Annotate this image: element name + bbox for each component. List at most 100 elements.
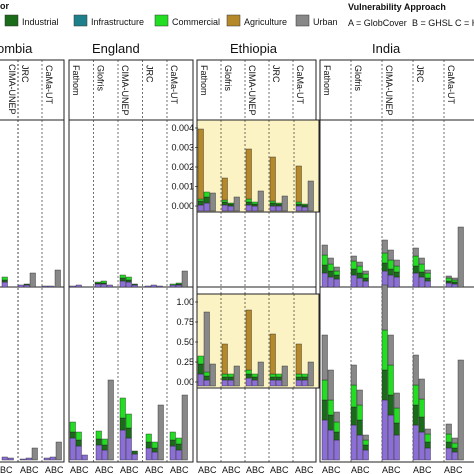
bar-segment (321, 254, 328, 266)
bar-segment (81, 454, 88, 461)
legend-swatch-infrastructure (73, 14, 88, 27)
legend-swatch-commercial (154, 14, 169, 27)
bar-segment (412, 404, 419, 426)
bar-segment (100, 280, 107, 284)
legend-label-agriculture: Agriculture (244, 17, 287, 27)
model-label: CaMa-UT (44, 65, 54, 105)
inset-bar-segment (251, 203, 258, 207)
inset-bar-segment (227, 202, 234, 205)
abc-label: ABC (70, 465, 89, 474)
bar-segment (54, 269, 61, 288)
bar-segment (1, 279, 8, 283)
bar-segment (350, 255, 357, 262)
inset-bar-segment (275, 203, 282, 207)
bar-segment (321, 399, 328, 421)
bar-segment (321, 272, 328, 288)
inset-bar-segment (275, 373, 282, 378)
bar-segment (387, 414, 394, 461)
bar-segment (356, 404, 363, 421)
inset-bar-segment (203, 202, 210, 212)
bar-segment (418, 416, 425, 433)
bar-segment (29, 272, 36, 288)
inset-bar-segment (251, 201, 258, 205)
bar-segment (381, 239, 388, 254)
bar-segment (125, 276, 132, 281)
inset-bar-segment (245, 309, 252, 371)
inset-bar-segment (245, 148, 252, 200)
bar-segment (333, 274, 340, 280)
inset-tick-label: 0.25 (176, 357, 194, 367)
abc-label: ABC (145, 465, 164, 474)
bar-segment (131, 283, 138, 286)
abc-label: ABC (322, 465, 341, 474)
bar-segment (100, 283, 107, 288)
inset-bar-segment (295, 343, 302, 375)
panel-frame (319, 59, 474, 463)
model-label: CIMA-UNEP (247, 65, 257, 116)
abc-label: ABC (95, 465, 114, 474)
inset-bar-segment (275, 379, 282, 387)
inset-bar-segment (295, 165, 302, 203)
bar-segment (23, 284, 30, 288)
bar-segment (321, 334, 328, 381)
panel-frame (196, 59, 317, 463)
bar-segment (156, 285, 163, 288)
bar-segment (1, 276, 8, 281)
bar-segment (424, 277, 431, 282)
bar-segment (362, 280, 369, 288)
inset-bar-segment (233, 196, 240, 212)
bar-segment (75, 439, 82, 447)
bar-segment (169, 431, 176, 441)
bar-segment (31, 447, 38, 461)
bar-segment (321, 379, 328, 401)
bar-segment (1, 456, 8, 461)
country-header-england: England (92, 41, 140, 56)
vulnerability-item-c: C = HY (455, 18, 474, 28)
inset-bar-segment (307, 361, 314, 387)
bar-segment (362, 439, 369, 446)
bar-segment (175, 282, 182, 285)
bar-segment (362, 449, 369, 461)
inset-bar-segment (203, 196, 210, 204)
inset-bar-segment (281, 195, 288, 212)
bar-segment (151, 447, 158, 453)
panel-frame (68, 59, 194, 463)
abc-label: ABC (198, 465, 217, 474)
inset-bar-segment (197, 200, 204, 206)
inset-tick-label: 1.00 (176, 297, 194, 307)
bar-segment (412, 272, 419, 288)
bar-segment (327, 270, 334, 278)
bar-segment (125, 437, 132, 461)
bar-segment (7, 457, 14, 461)
bar-segment (418, 378, 425, 400)
bar-segment (327, 263, 334, 272)
abc-label: ABC (246, 465, 265, 474)
bar-segment (356, 272, 363, 279)
inset-bar-segment (245, 369, 252, 375)
bar-segment (125, 413, 132, 429)
inset-bar-segment (221, 199, 228, 203)
vulnerability-item-a: A = GlobCover (348, 18, 407, 28)
bar-segment (381, 399, 388, 461)
bar-segment (75, 445, 82, 461)
inset-bar-segment (245, 377, 252, 387)
bar-segment (175, 443, 182, 451)
bar-segment (362, 270, 369, 275)
country-header-ethiopia: Ethiopia (230, 41, 278, 56)
inset-bar-segment (275, 376, 282, 381)
inset-bar-segment (281, 365, 288, 387)
inset-bar-segment (221, 204, 228, 212)
inset-bar-segment (301, 203, 308, 206)
model-label-partial: CIMA-UNEP (7, 64, 17, 115)
abc-label: ABC (413, 465, 432, 474)
model-label: CaMa-UT (295, 65, 305, 105)
model-label: JRC (145, 65, 155, 83)
bar-segment (69, 421, 76, 433)
inset-bar-segment (251, 379, 258, 387)
bar-segment (451, 281, 458, 285)
inset-bar-segment (221, 177, 228, 201)
bar-segment (451, 437, 458, 444)
bar-segment (356, 389, 363, 406)
bar-segment (356, 265, 363, 274)
bar-segment (119, 397, 126, 419)
